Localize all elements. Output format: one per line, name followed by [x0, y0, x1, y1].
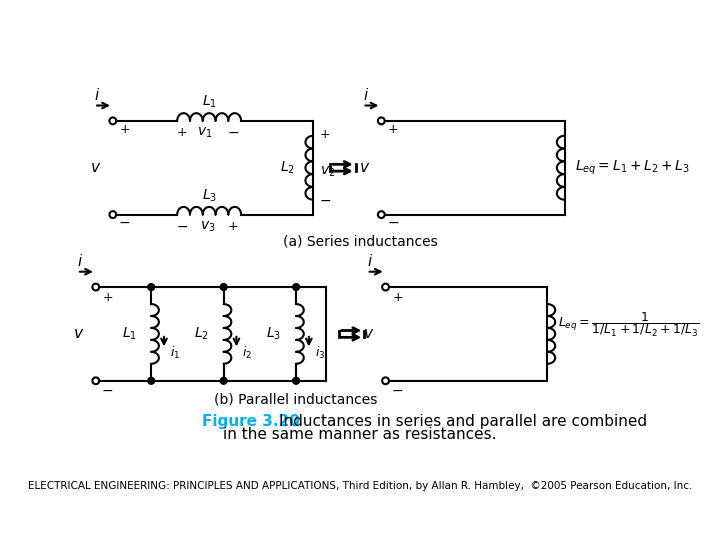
Text: −: − [387, 216, 399, 230]
Text: +: + [228, 220, 238, 233]
Text: $L_2$: $L_2$ [194, 326, 209, 342]
Text: $v$: $v$ [359, 160, 370, 175]
Text: Figure 3.20: Figure 3.20 [202, 414, 300, 429]
Text: −: − [119, 216, 130, 230]
Text: $L_{eq} = \dfrac{1}{1/L_1 + 1/L_2 + 1/L_3}$: $L_{eq} = \dfrac{1}{1/L_1 + 1/L_2 + 1/L_… [558, 312, 699, 340]
Text: (a) Series inductances: (a) Series inductances [283, 235, 437, 249]
Text: −: − [102, 384, 114, 398]
Text: +: + [320, 128, 330, 141]
Circle shape [292, 377, 300, 384]
Circle shape [220, 377, 227, 384]
Circle shape [148, 377, 155, 384]
Text: +: + [392, 291, 402, 304]
Text: −: − [228, 126, 239, 140]
Text: $i$: $i$ [77, 253, 84, 269]
Text: +: + [102, 291, 113, 304]
Text: −: − [176, 220, 188, 233]
Text: $i$: $i$ [94, 87, 101, 103]
Text: $L_1$: $L_1$ [202, 94, 217, 110]
Text: $i$: $i$ [363, 87, 369, 103]
Text: $v$: $v$ [73, 326, 84, 341]
Text: $L_3$: $L_3$ [202, 188, 217, 204]
Text: −: − [319, 194, 331, 208]
Text: $L_1$: $L_1$ [122, 326, 137, 342]
Text: ELECTRICAL ENGINEERING: PRINCIPLES AND APPLICATIONS, Third Edition, by Allan R. : ELECTRICAL ENGINEERING: PRINCIPLES AND A… [28, 481, 692, 491]
Text: $i_2$: $i_2$ [243, 345, 253, 361]
Text: $v$: $v$ [363, 326, 374, 341]
Circle shape [292, 284, 300, 291]
Text: $v_3$: $v_3$ [199, 219, 215, 234]
Text: Inductances in series and parallel are combined: Inductances in series and parallel are c… [279, 414, 647, 429]
Text: $L_3$: $L_3$ [266, 326, 282, 342]
Text: +: + [120, 123, 130, 136]
Text: in the same manner as resistances.: in the same manner as resistances. [223, 427, 497, 442]
Text: +: + [176, 126, 187, 139]
Circle shape [148, 284, 155, 291]
Text: $L_2$: $L_2$ [280, 159, 295, 176]
Text: $v_1$: $v_1$ [197, 126, 212, 140]
Text: $v_2$: $v_2$ [320, 165, 336, 179]
Text: $v$: $v$ [90, 160, 102, 175]
Text: $i$: $i$ [367, 253, 373, 269]
Text: (b) Parallel inductances: (b) Parallel inductances [215, 393, 378, 407]
Text: $L_{eq} = L_1 + L_2 + L_3$: $L_{eq} = L_1 + L_2 + L_3$ [575, 159, 690, 177]
Circle shape [220, 284, 227, 291]
Text: −: − [392, 384, 403, 398]
Text: $i_3$: $i_3$ [315, 345, 325, 361]
Text: $i_1$: $i_1$ [170, 345, 180, 361]
Text: +: + [388, 123, 399, 136]
